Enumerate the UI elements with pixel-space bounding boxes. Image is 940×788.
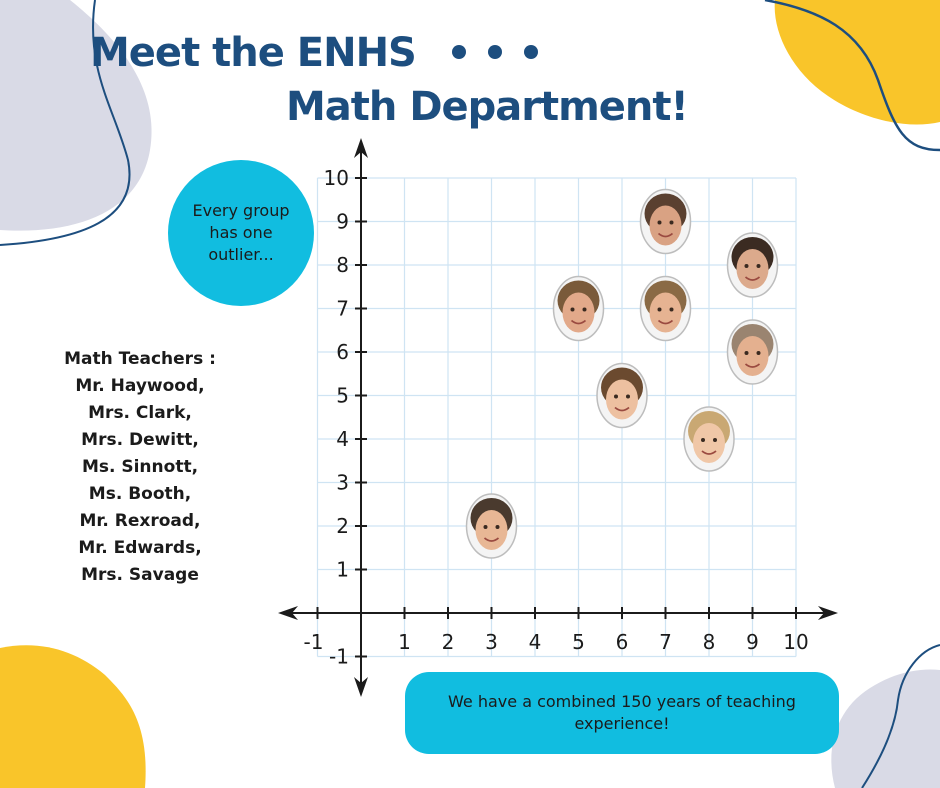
gray-blob-top-left (0, 0, 152, 231)
title-line-1: Meet the ENHS (90, 30, 417, 76)
x-tick-label: 5 (572, 630, 585, 654)
x-tick-label: 6 (616, 630, 629, 654)
y-tick-label: 7 (336, 297, 349, 321)
smile (614, 406, 630, 412)
x-axis-arrow-left (278, 606, 298, 620)
teacher-name: Ms. Booth, (88, 484, 192, 504)
teacher-name: Mr. Edwards, (78, 538, 202, 558)
smile (744, 276, 761, 281)
yellow-blob-top-right (774, 0, 940, 125)
smile (657, 319, 674, 325)
teacher-photo-point (552, 275, 605, 342)
y-tick-label: 2 (336, 514, 349, 538)
y-tick-label: 5 (336, 384, 349, 408)
experience-note: We have a combined 150 years of teaching… (405, 672, 839, 754)
x-tick-label: 4 (529, 630, 542, 654)
smile (701, 450, 717, 455)
smile (570, 319, 587, 325)
outline-curve-top-left (0, 0, 131, 246)
teacher-list: Math Teachers : Mr. Haywood, Mrs. Clark,… (40, 346, 240, 589)
eye-left (570, 307, 575, 312)
y-tick-label: 10 (324, 166, 349, 190)
eye-right (495, 525, 500, 529)
face-shape (693, 423, 725, 463)
x-tick-label: 10 (783, 630, 808, 654)
face-shape (649, 205, 682, 246)
face-shape (736, 336, 769, 376)
smile (657, 232, 674, 238)
teacher-name: Mrs. Dewitt, (81, 430, 199, 450)
teacher-list-heading: Math Teachers : (64, 349, 216, 369)
teacher-name: Ms. Sinnott, (81, 457, 199, 477)
eye-right (756, 264, 761, 268)
dot (524, 45, 538, 59)
y-tick-label: 6 (336, 340, 349, 364)
y-tick-label: 8 (336, 253, 349, 277)
eye-right (582, 307, 587, 312)
face-shape (562, 292, 595, 333)
eye-right (669, 220, 674, 225)
experience-note-text: We have a combined 150 years of teaching… (448, 692, 796, 733)
x-tick-label: 3 (485, 630, 498, 654)
y-tick-label: 9 (336, 210, 349, 234)
y-tick-label: 3 (336, 471, 349, 495)
x-axis-arrow-right (818, 606, 838, 620)
dot (452, 45, 466, 59)
eye-left (744, 264, 749, 268)
outlier-callout-text: Every group has one outlier... (192, 201, 290, 264)
teacher-photo-point (726, 232, 779, 298)
ellipsis-dots (452, 44, 560, 63)
outline-curve-top-right (764, 0, 940, 152)
y-tick-label: 1 (336, 558, 349, 582)
eye-left (483, 525, 488, 529)
teacher-photo-point (726, 319, 779, 385)
y-tick-label: 4 (336, 427, 349, 451)
outline-curve-bottom-right (861, 644, 940, 788)
eye-left (657, 307, 662, 312)
x-tick-label: 7 (659, 630, 672, 654)
y-tick-label: -1 (329, 645, 349, 669)
outlier-callout-bubble: Every group has one outlier... (168, 160, 314, 306)
eye-right (756, 351, 761, 355)
eye-right (669, 307, 674, 312)
gray-blob-bottom-right (831, 669, 940, 788)
teacher-photo-point (639, 275, 692, 342)
x-tick-label: 9 (746, 630, 759, 654)
face-shape (736, 249, 769, 289)
face-shape (649, 292, 682, 333)
eye-left (701, 438, 705, 442)
face-shape (475, 510, 508, 550)
x-tick-label: -1 (304, 630, 324, 654)
teacher-name: Mr. Rexroad, (79, 511, 201, 531)
eye-left (614, 394, 618, 399)
teacher-name: Mrs. Savage (81, 565, 199, 585)
y-axis-arrow-up (354, 138, 368, 158)
x-tick-label: 1 (398, 630, 411, 654)
teacher-photo-point (465, 493, 518, 559)
smile (483, 537, 500, 542)
face-shape (606, 379, 638, 420)
yellow-blob-bottom-left (0, 645, 146, 788)
teacher-photo-point (683, 406, 735, 472)
eye-left (657, 220, 662, 225)
dot (488, 45, 502, 59)
teacher-photo-point (596, 362, 648, 429)
smile (744, 363, 761, 368)
teacher-name: Mr. Haywood, (75, 376, 205, 396)
x-tick-label: 8 (703, 630, 716, 654)
teacher-name: Mrs. Clark, (88, 403, 192, 423)
title-line-2: Math Department! (286, 84, 689, 130)
y-axis-arrow-down (354, 677, 368, 697)
x-tick-label: 2 (442, 630, 455, 654)
eye-right (626, 394, 630, 399)
eye-left (744, 351, 749, 355)
teacher-photo-point (639, 188, 692, 255)
eye-right (713, 438, 717, 442)
